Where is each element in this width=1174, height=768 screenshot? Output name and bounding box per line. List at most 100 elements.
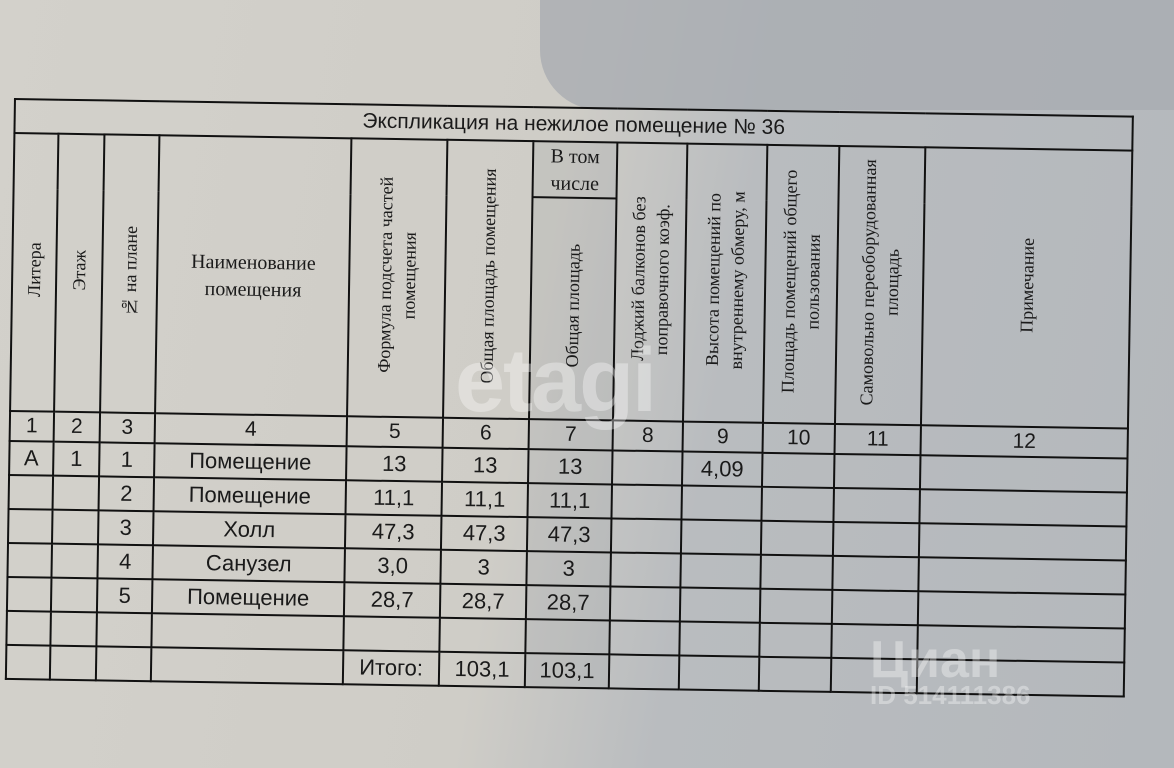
table-cell	[6, 576, 52, 612]
table-cell: 47,3	[526, 517, 612, 553]
total-area: 103,1	[438, 651, 526, 688]
table-cell	[760, 520, 834, 556]
total-incl-area: 103,1	[524, 653, 610, 689]
table-cell	[8, 474, 54, 510]
table-cell	[343, 616, 440, 652]
table-cell	[609, 586, 681, 622]
column-number: 6	[442, 417, 530, 450]
column-number: 9	[682, 421, 763, 453]
table-cell	[759, 622, 832, 658]
table-cell: Помещение	[153, 477, 347, 515]
table-cell	[52, 509, 99, 545]
table-cell: 11,1	[441, 481, 529, 518]
table-cell	[761, 486, 834, 522]
table-cell	[612, 450, 683, 486]
header-formula: Формула подсчета частей помещения	[347, 138, 448, 418]
table-cell: 13	[346, 446, 443, 482]
table-cell: Холл	[152, 511, 346, 549]
table-cell	[680, 553, 761, 589]
table-cell: Помещение	[151, 579, 345, 617]
column-number: 5	[346, 416, 444, 448]
table-cell: 3	[526, 551, 611, 587]
table-cell	[439, 617, 526, 654]
table-cell	[680, 519, 762, 555]
column-number: 2	[53, 411, 101, 443]
table-cell	[50, 611, 97, 647]
header-plan-no: № на плане	[100, 134, 160, 414]
table-cell	[50, 577, 98, 613]
header-including: В том числе	[532, 141, 618, 199]
table-cell	[151, 613, 344, 651]
table-cell: 28,7	[439, 583, 527, 620]
table-cell	[832, 521, 920, 558]
table-cell	[51, 543, 98, 579]
shadow	[540, 0, 1174, 110]
table-cell	[759, 588, 833, 624]
table-cell	[7, 542, 53, 578]
table-cell	[919, 489, 1127, 527]
column-number: 3	[99, 412, 156, 444]
explication-table: Экспликация на нежилое помещение № 36 Ли…	[5, 98, 1134, 698]
column-number: 10	[762, 422, 835, 454]
table-cell: 11,1	[527, 483, 613, 519]
table-cell	[918, 557, 1126, 595]
header-loggia: Лоджий балконов без поправочного коэф.	[613, 142, 688, 422]
table-cell: 3	[97, 510, 154, 546]
column-number: 4	[154, 413, 348, 447]
table-cell	[6, 610, 51, 646]
table-cell	[918, 523, 1127, 561]
table-cell: 28,7	[525, 585, 611, 621]
table-cell	[831, 623, 918, 660]
column-number: 1	[9, 410, 55, 442]
table-cell	[609, 620, 680, 656]
table-cell	[8, 508, 53, 544]
table-cell: А	[9, 440, 54, 476]
header-name: Наименование помещения	[155, 135, 352, 417]
header-incl-total: Общая площадь	[529, 197, 617, 421]
column-number: 8	[612, 420, 684, 452]
table-cell	[610, 552, 681, 588]
table-cell: Санузел	[152, 545, 345, 583]
table-cell: 13	[442, 447, 529, 484]
table-cell: 11,1	[345, 480, 443, 516]
header-height: Высота помещений по внутреннему обмеру, …	[683, 143, 768, 423]
table-cell: 1	[53, 441, 100, 477]
header-total-area: Общая площадь помещения	[443, 139, 534, 420]
table-cell: 3,0	[344, 548, 441, 584]
header-common: Площадь помещений общего пользования	[762, 144, 840, 424]
table-cell	[679, 587, 761, 623]
table-cell	[679, 621, 760, 657]
table-cell: 1	[99, 442, 155, 478]
table-cell	[760, 554, 833, 590]
table-cell: 28,7	[343, 582, 441, 618]
table-cell	[525, 619, 610, 655]
table-cell	[917, 591, 1126, 629]
table-cell: 47,3	[344, 514, 442, 550]
table-cell	[833, 487, 920, 524]
column-number: 12	[920, 425, 1128, 459]
table-cell: 13	[528, 449, 613, 485]
total-label: Итого:	[342, 650, 440, 686]
table-cell	[761, 452, 835, 488]
header-unauth: Самовольно переоборудованная площадь	[834, 145, 926, 426]
table-cell	[610, 518, 682, 554]
table-cell	[919, 455, 1128, 493]
table-cell	[831, 589, 919, 626]
table-cell	[833, 453, 921, 490]
table-cell: 47,3	[440, 515, 528, 552]
column-number: 7	[528, 419, 614, 451]
header-litera: Литера	[10, 133, 59, 412]
table-cell	[96, 612, 152, 648]
explication-document: Экспликация на нежилое помещение № 36 Ли…	[5, 98, 1134, 698]
table-cell: 5	[96, 578, 153, 614]
table-cell	[52, 475, 100, 511]
table-cell: 3	[440, 549, 527, 586]
table-cell	[832, 555, 919, 592]
table-cell: 4,09	[681, 451, 763, 487]
header-floor: Этаж	[54, 133, 105, 413]
table-cell	[917, 625, 1125, 663]
table-cell: 2	[98, 476, 155, 512]
table-cell: 4	[97, 544, 153, 580]
table-cell: Помещение	[154, 443, 347, 481]
header-note: Примечание	[920, 147, 1133, 429]
